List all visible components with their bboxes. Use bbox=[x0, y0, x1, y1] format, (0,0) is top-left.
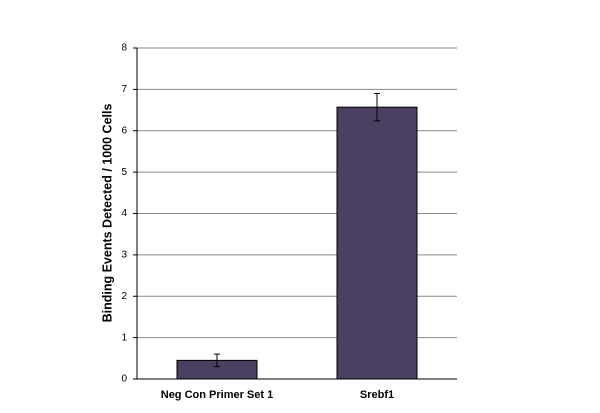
y-tick-label: 1 bbox=[121, 332, 127, 343]
y-tick-label: 5 bbox=[121, 167, 127, 178]
y-tick-label: 7 bbox=[121, 84, 127, 95]
error-bar bbox=[374, 93, 380, 122]
y-tick-label: 2 bbox=[121, 291, 127, 302]
y-tick-label: 8 bbox=[121, 43, 127, 54]
y-tick-label: 4 bbox=[121, 208, 127, 219]
error-bar bbox=[214, 353, 220, 368]
y-tick-label: 6 bbox=[121, 125, 127, 136]
bar bbox=[336, 106, 418, 380]
y-tick-label: 0 bbox=[121, 374, 127, 385]
y-axis-label: Binding Events Detected / 1000 Cells bbox=[100, 104, 114, 323]
y-tick-label: 3 bbox=[121, 250, 127, 261]
x-tick-label: Neg Con Primer Set 1 bbox=[161, 389, 273, 401]
x-tick-label: Srebf1 bbox=[360, 389, 394, 401]
